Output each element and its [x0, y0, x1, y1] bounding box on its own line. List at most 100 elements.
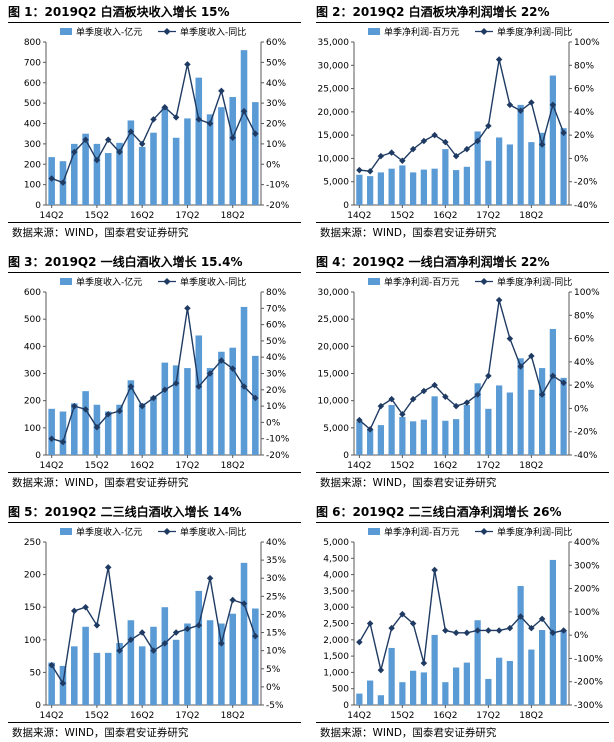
- bar: [229, 613, 236, 705]
- right-tick-label: 0%: [266, 683, 281, 693]
- growth-point: [528, 99, 535, 106]
- growth-point: [517, 613, 524, 620]
- left-tick-label: 1,500: [323, 652, 349, 662]
- right-tick-label: 80%: [266, 288, 286, 298]
- bar: [71, 403, 78, 455]
- growth-point: [388, 395, 395, 403]
- right-tick-label: -20%: [266, 451, 290, 461]
- right-tick-label: 40%: [574, 358, 594, 368]
- growth-point: [172, 114, 180, 121]
- left-tick-label: 500: [24, 315, 41, 325]
- legend-label-line: 单季度收入-同比: [180, 26, 246, 38]
- legend-swatch-bar: [368, 278, 380, 285]
- bar: [377, 172, 384, 205]
- growth-point: [116, 148, 123, 156]
- x-tick-label: 14Q2: [40, 461, 64, 471]
- growth-point: [366, 620, 374, 627]
- x-tick-label: 14Q2: [40, 711, 64, 721]
- bar: [560, 377, 567, 455]
- legend-marker: [480, 277, 488, 286]
- title-rule: [316, 272, 609, 273]
- bar: [150, 132, 157, 205]
- bar: [206, 620, 214, 705]
- growth-point: [206, 370, 214, 377]
- bar: [474, 131, 481, 205]
- bar: [104, 411, 112, 455]
- right-tick-label: 15%: [266, 629, 286, 639]
- title-rule: [316, 522, 609, 523]
- legend-marker: [163, 277, 171, 286]
- x-tick-label: 17Q2: [175, 711, 199, 721]
- x-tick-label: 15Q2: [390, 211, 414, 221]
- growth-point: [229, 365, 236, 372]
- left-tick-label: 3,000: [323, 603, 349, 613]
- growth-point: [82, 136, 89, 144]
- bar: [453, 170, 460, 205]
- bar: [127, 380, 135, 455]
- bar: [48, 662, 55, 705]
- legend-swatch-bar: [60, 528, 72, 535]
- bar: [218, 351, 225, 455]
- bar: [442, 149, 449, 205]
- x-tick-label: 15Q2: [85, 711, 109, 721]
- chart-title: 图 6：2019Q2 二三线白酒净利润增长 26%: [316, 505, 562, 519]
- bar: [442, 420, 449, 455]
- right-tick-label: 0%: [574, 404, 589, 414]
- right-tick-label: 50%: [266, 58, 286, 68]
- growth-point: [495, 56, 503, 63]
- right-tick-label: -100%: [574, 654, 603, 664]
- growth-point: [442, 138, 449, 146]
- x-tick-label: 14Q2: [347, 461, 371, 471]
- right-tick-label: 10%: [266, 140, 286, 150]
- bar: [517, 358, 524, 455]
- bar: [252, 102, 259, 205]
- growth-point: [116, 407, 123, 415]
- x-tick-label: 14Q2: [347, 711, 371, 721]
- growth-point: [71, 402, 78, 410]
- bar: [161, 607, 169, 705]
- x-tick-label: 16Q2: [433, 211, 457, 221]
- bar: [517, 104, 524, 205]
- bar: [218, 623, 225, 705]
- bar: [410, 421, 417, 455]
- bar: [410, 670, 417, 705]
- bar: [206, 368, 214, 455]
- x-tick-label: 16Q2: [433, 461, 457, 471]
- source-rule: [316, 722, 609, 723]
- growth-point: [150, 116, 157, 123]
- chart-legend: 单季度收入-亿元 单季度收入-同比: [60, 526, 246, 538]
- growth-point: [560, 627, 567, 634]
- growth-point: [356, 166, 363, 174]
- bar: [539, 132, 546, 205]
- bar: [453, 667, 460, 705]
- left-tick-label: 150: [24, 603, 41, 613]
- growth-line: [358, 299, 565, 431]
- right-tick-label: -20%: [266, 201, 290, 211]
- right-tick-label: 60%: [574, 85, 594, 95]
- right-tick-label: 300%: [574, 561, 600, 571]
- bar: [420, 672, 427, 705]
- bar: [93, 652, 101, 705]
- bar: [496, 385, 503, 455]
- right-tick-label: -10%: [266, 181, 290, 191]
- growth-point: [240, 108, 248, 115]
- bar: [138, 146, 146, 205]
- growth-point: [409, 620, 417, 627]
- growth-point: [495, 296, 503, 304]
- bar: [399, 165, 406, 205]
- growth-point: [474, 627, 481, 634]
- legend-label-line: 单季度收入-同比: [180, 276, 246, 288]
- legend-marker: [163, 527, 171, 536]
- left-tick-label: 35,000: [318, 38, 350, 48]
- bar: [138, 646, 146, 705]
- source-note: 数据来源：WIND，国泰君安证券研究: [12, 727, 189, 739]
- left-tick-label: 1,000: [323, 668, 349, 678]
- legend-marker: [480, 527, 488, 536]
- legend-label-line: 单季度净利润-同比: [497, 526, 572, 538]
- growth-point: [184, 61, 191, 68]
- right-tick-label: -40%: [574, 451, 598, 461]
- x-tick-label: 17Q2: [476, 211, 500, 221]
- bar: [218, 107, 225, 205]
- bar: [549, 75, 556, 205]
- right-tick-label: 100%: [574, 38, 600, 48]
